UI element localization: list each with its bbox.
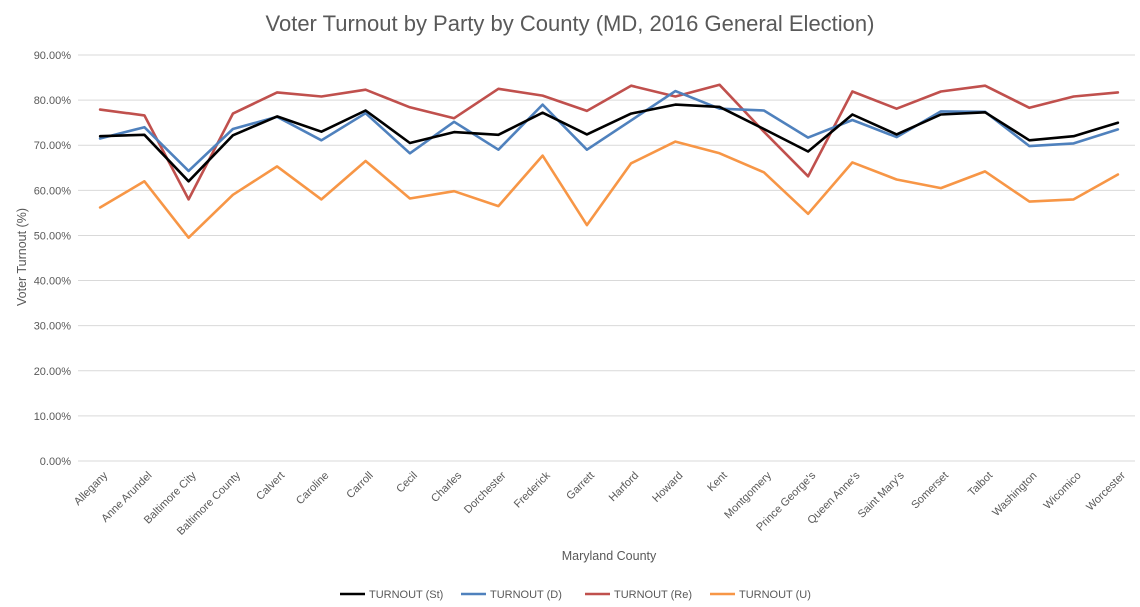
x-axis-title: Maryland County [562, 549, 657, 563]
legend-label: TURNOUT (D) [490, 589, 562, 601]
x-tick-label: Garrett [564, 470, 597, 503]
y-tick-label: 60.00% [34, 185, 72, 197]
legend-label: TURNOUT (Re) [614, 589, 692, 601]
legend: TURNOUT (St) TURNOUT (D) TURNOUT (Re) TURNO… [340, 589, 811, 601]
x-tick-label: Calvert [254, 470, 287, 503]
gridlines [78, 54, 1135, 462]
x-tick-label: Worcester [1084, 469, 1128, 513]
x-tick-label: Carroll [344, 470, 375, 501]
y-tick-label: 80.00% [34, 95, 72, 107]
x-tick-label: Talbot [966, 470, 995, 499]
y-tick-label: 10.00% [34, 411, 72, 423]
y-tick-label: 70.00% [34, 140, 72, 152]
y-tick-label: 20.00% [34, 366, 72, 378]
chart-title: Voter Turnout by Party by County (MD, 20… [266, 11, 875, 36]
x-tick-label: Harford [607, 470, 641, 504]
x-tick-label: Allegany [72, 469, 111, 508]
x-tick-label: Cecil [394, 470, 420, 496]
y-axis-title: Voter Turnout (%) [15, 208, 29, 306]
y-tick-label: 50.00% [34, 230, 72, 242]
series-line-turnout-u [98, 140, 1120, 239]
x-tick-label: Caroline [294, 470, 331, 507]
x-tick-label: Washington [990, 470, 1039, 519]
y-tick-label: 0.00% [40, 456, 71, 468]
y-tick-label: 40.00% [34, 276, 72, 288]
x-tick-label: Saint Mary's [856, 469, 907, 520]
legend-label: TURNOUT (St) [369, 589, 443, 601]
x-tick-label: Frederick [512, 469, 553, 510]
y-tick-label: 30.00% [34, 321, 72, 333]
x-tick-label: Dorchester [462, 469, 509, 516]
series-line-turnout-re [98, 83, 1120, 201]
x-tick-label: Kent [705, 470, 729, 494]
series-line-turnout-st [98, 103, 1120, 183]
x-tick-label: Charles [429, 469, 465, 505]
y-axis-ticks: 0.00% 10.00% 20.00% 30.00% 40.00% 50.00% 60.00… [34, 50, 72, 468]
legend-label: TURNOUT (U) [739, 589, 811, 601]
x-tick-label: Wicomico [1042, 470, 1084, 512]
x-tick-label: Howard [650, 470, 685, 505]
x-tick-label: Somerset [909, 470, 951, 512]
y-tick-label: 90.00% [34, 50, 72, 62]
series-lines [98, 83, 1120, 239]
